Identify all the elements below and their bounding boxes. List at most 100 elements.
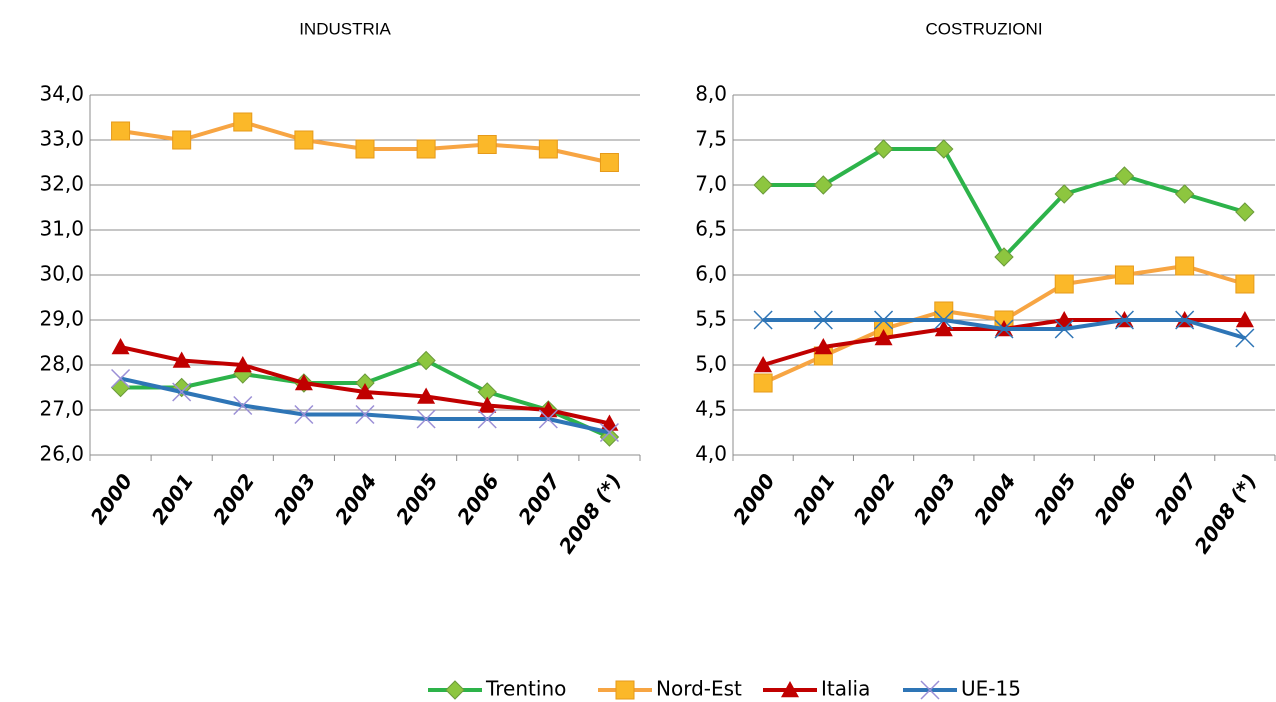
marker <box>172 382 192 402</box>
marker <box>1174 184 1195 204</box>
marker <box>111 338 130 355</box>
marker <box>356 383 374 400</box>
series-line <box>763 147 1246 259</box>
chart-title: INDUSTRIA <box>299 19 391 38</box>
marker <box>1114 310 1134 330</box>
marker <box>477 409 497 429</box>
y-tick-label: 4,0 <box>695 442 727 466</box>
marker <box>355 139 375 159</box>
chart-title: COSTRUZIONI <box>925 19 1042 38</box>
marker <box>1055 311 1074 328</box>
marker <box>1054 319 1074 339</box>
marker <box>1175 256 1195 276</box>
x-tick-label: 2004 <box>330 469 382 528</box>
marker <box>753 175 773 195</box>
marker <box>111 368 131 389</box>
marker <box>753 310 773 330</box>
marker <box>994 247 1014 267</box>
marker <box>294 404 314 425</box>
x-tick-label: 2002 <box>208 469 260 528</box>
y-tick-label: 8,0 <box>695 82 727 106</box>
y-tick-label: 28,0 <box>39 352 84 376</box>
marker <box>874 329 893 346</box>
legend-marker <box>920 680 940 700</box>
y-tick-label: 30,0 <box>39 262 84 286</box>
marker <box>814 338 833 355</box>
x-tick-label: 2001 <box>147 469 199 528</box>
y-tick-label: 7,0 <box>695 172 727 196</box>
x-tick-label: 2005 <box>391 469 443 528</box>
x-tick-label: 2006 <box>1089 469 1141 528</box>
marker <box>934 139 954 159</box>
y-tick-label: 5,5 <box>695 307 727 331</box>
marker <box>416 139 436 159</box>
x-tick-label: 2003 <box>269 469 321 528</box>
marker <box>1054 184 1074 204</box>
legend-label: UE-15 <box>961 677 1021 701</box>
marker <box>417 387 436 404</box>
y-tick-label: 4,5 <box>695 397 727 421</box>
marker <box>753 373 773 393</box>
marker <box>1235 328 1255 348</box>
marker <box>1054 274 1074 294</box>
marker <box>294 130 314 150</box>
marker <box>233 356 252 373</box>
legend-label: Nord-Est <box>656 677 742 701</box>
marker <box>934 310 954 330</box>
x-tick-label: 2005 <box>1029 469 1081 528</box>
marker <box>874 310 894 330</box>
marker <box>416 409 436 429</box>
y-tick-label: 27,0 <box>39 397 84 421</box>
y-tick-label: 6,5 <box>695 217 727 241</box>
x-tick-label: 2008 (*) <box>554 469 626 558</box>
y-tick-label: 5,0 <box>695 352 727 376</box>
marker <box>539 401 558 418</box>
marker <box>934 301 954 321</box>
marker <box>813 175 834 195</box>
marker <box>994 319 1014 339</box>
y-tick-label: 7,5 <box>695 127 727 151</box>
marker <box>294 374 313 391</box>
marker <box>1235 311 1254 328</box>
marker <box>599 422 619 443</box>
marker <box>111 121 131 141</box>
marker <box>813 310 833 330</box>
y-tick-label: 33,0 <box>39 127 84 151</box>
marker <box>355 404 375 425</box>
marker <box>934 320 953 337</box>
legend-marker <box>781 681 799 698</box>
marker <box>599 153 619 172</box>
marker <box>873 139 894 159</box>
x-tick-label: 2007 <box>513 469 565 528</box>
marker <box>233 395 253 416</box>
marker <box>1114 265 1134 285</box>
marker <box>477 135 497 154</box>
y-tick-label: 32,0 <box>39 172 84 196</box>
marker <box>416 350 436 371</box>
legend-label: Trentino <box>485 677 566 701</box>
marker <box>538 139 558 159</box>
x-tick-label: 2001 <box>788 469 840 528</box>
x-tick-label: 2003 <box>909 469 961 528</box>
y-tick-label: 26,0 <box>39 442 84 466</box>
marker <box>172 351 191 368</box>
legend-marker <box>445 680 465 700</box>
marker <box>600 414 619 431</box>
x-tick-label: 2002 <box>849 469 901 528</box>
marker <box>538 409 558 429</box>
marker <box>754 356 773 373</box>
marker <box>1235 202 1255 222</box>
marker <box>478 396 497 413</box>
marker <box>1235 274 1255 294</box>
legend-marker <box>615 680 635 700</box>
y-tick-label: 6,0 <box>695 262 727 286</box>
x-tick-label: 2000 <box>86 469 138 528</box>
x-tick-label: 2004 <box>969 469 1021 528</box>
x-tick-label: 2000 <box>728 469 780 528</box>
marker <box>1175 310 1195 330</box>
x-tick-label: 2007 <box>1150 469 1202 528</box>
legend-label: Italia <box>821 677 870 701</box>
marker <box>1114 166 1135 186</box>
y-tick-label: 29,0 <box>39 307 84 331</box>
